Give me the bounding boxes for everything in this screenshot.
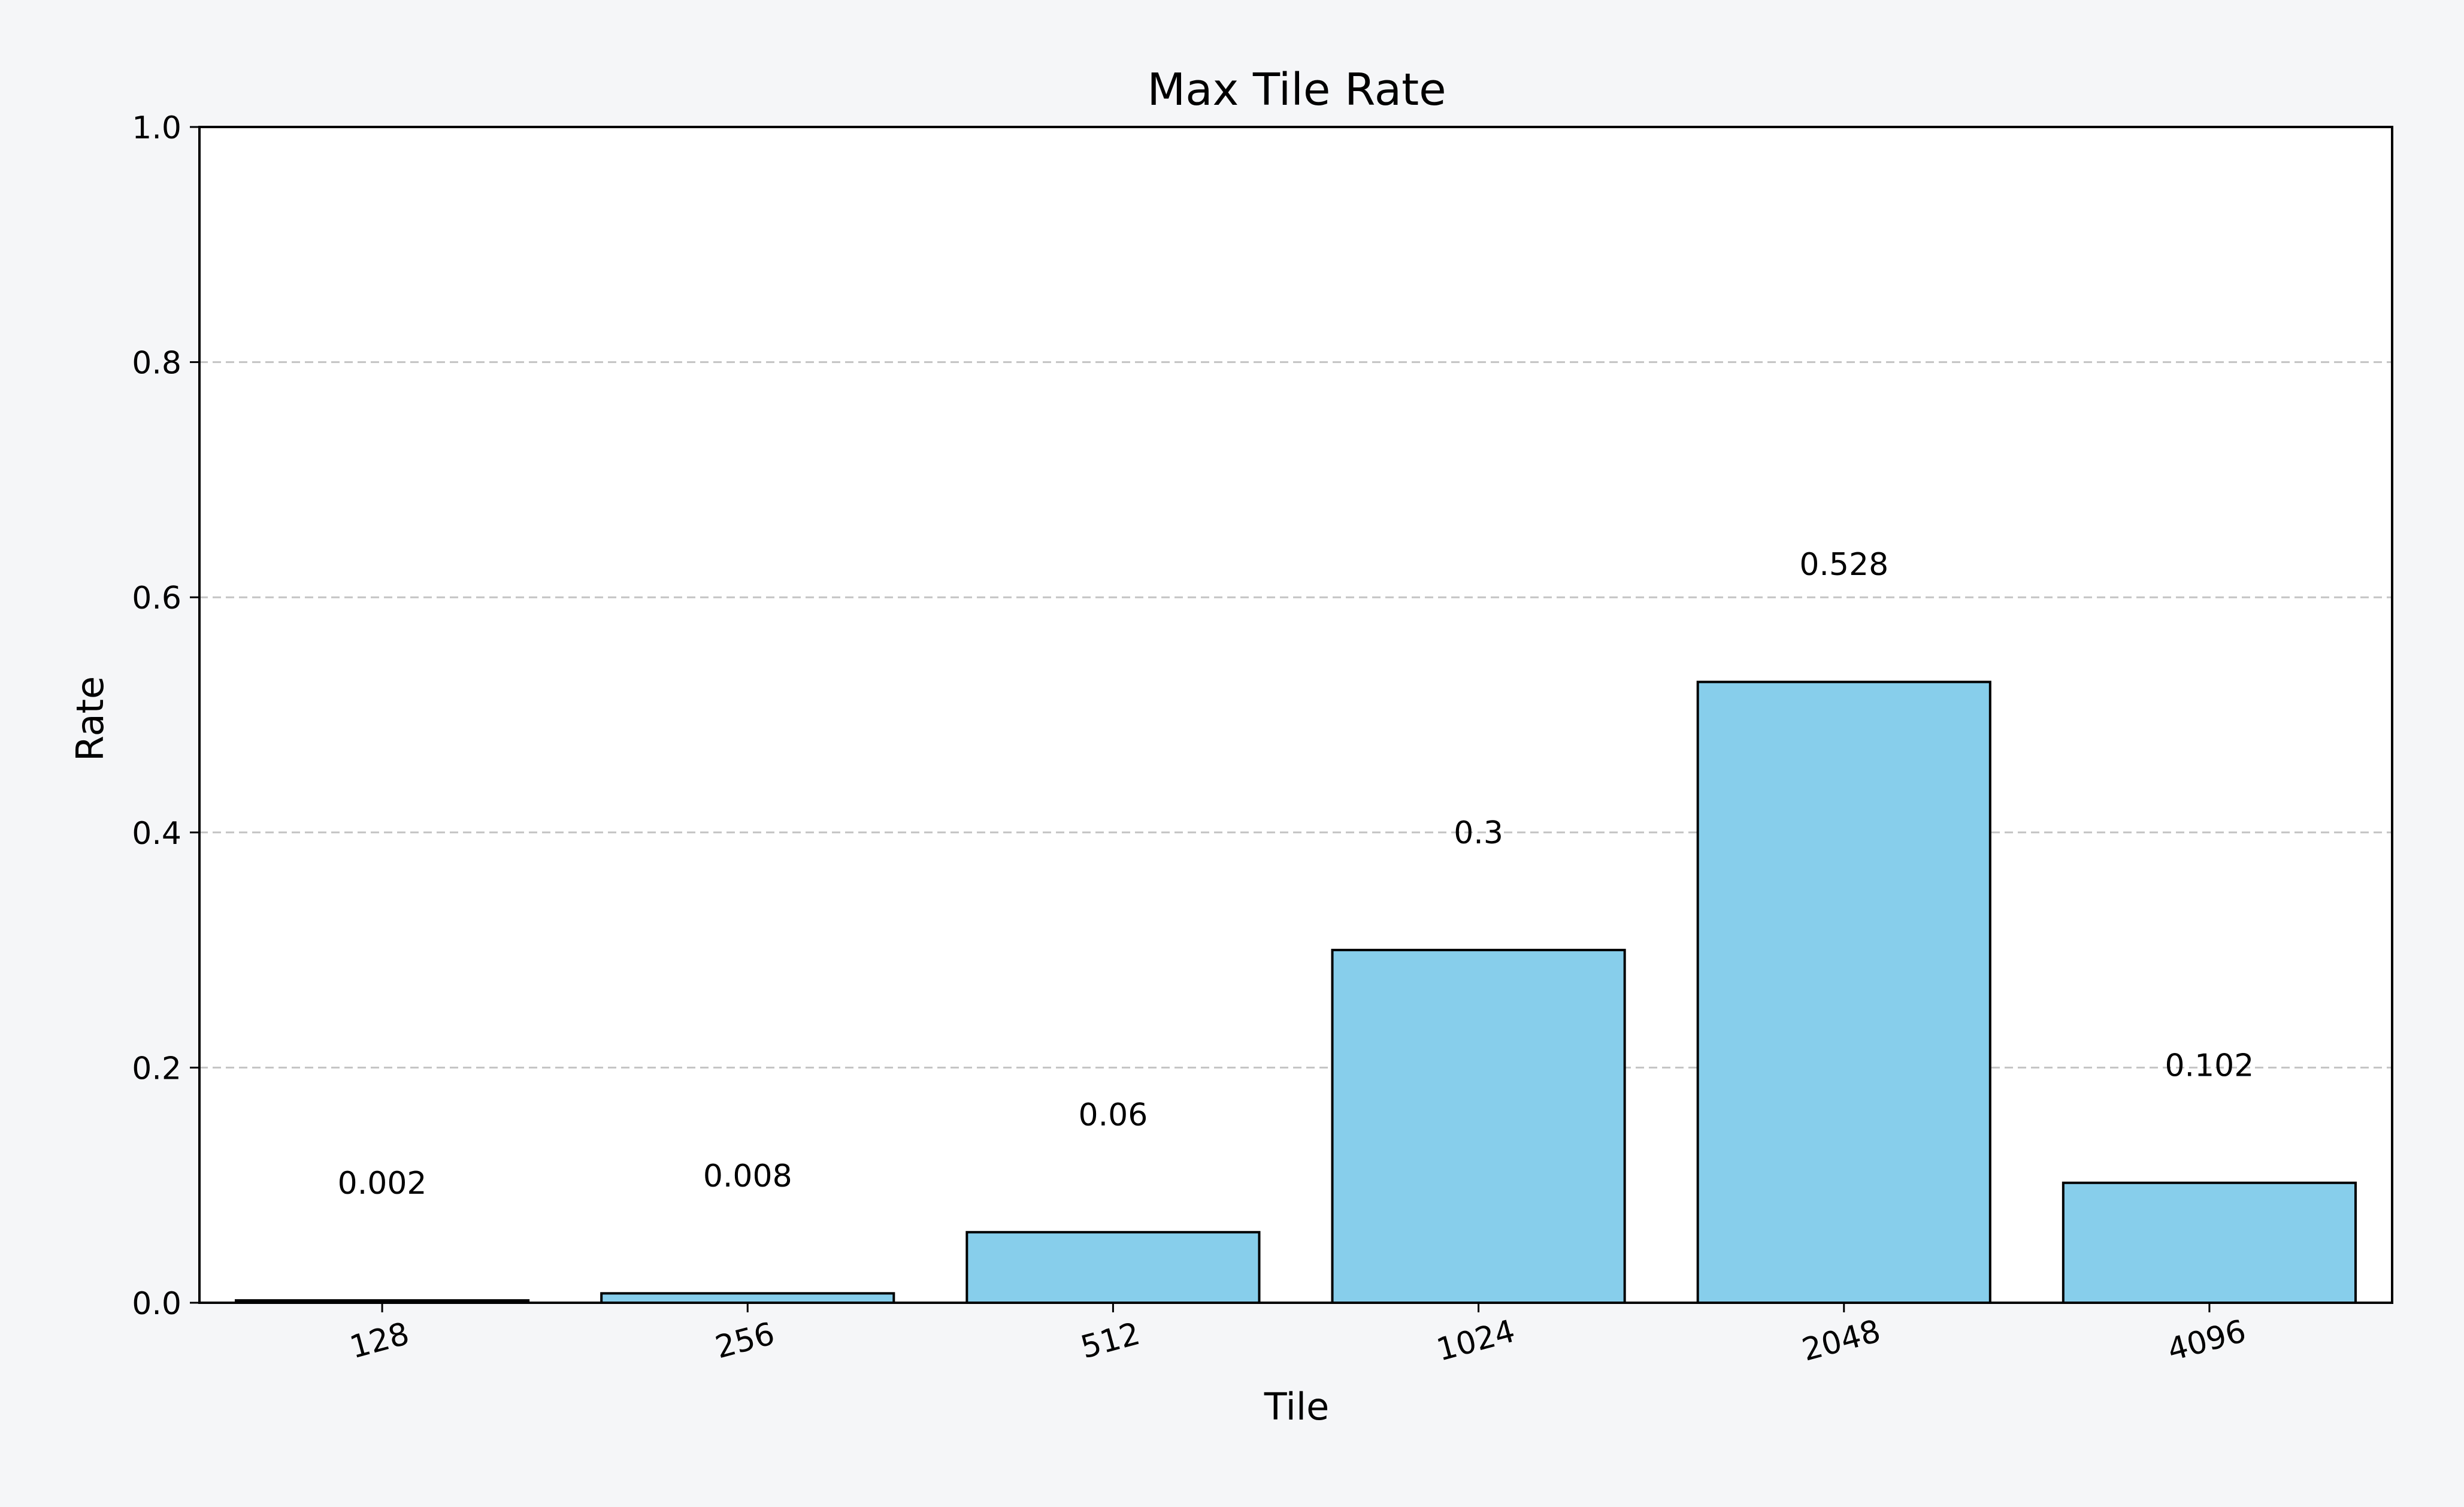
- y-tick-label: 0.6: [132, 580, 181, 616]
- bar-1024: [1331, 949, 1626, 1304]
- plot-area: [199, 127, 2392, 1303]
- value-labels: 0.002 0.008 0.06 0.3 0.528 0.102: [338, 547, 2254, 1202]
- bar-512: [965, 1231, 1261, 1304]
- value-label-2048: 0.528: [1799, 547, 1888, 583]
- value-label-256: 0.008: [703, 1158, 792, 1194]
- y-tick-label: 0.4: [132, 816, 181, 852]
- y-tick-label: 1.0: [132, 110, 181, 146]
- x-axis-label: Tile: [1264, 1385, 1330, 1429]
- y-axis-ticks: 0.0 0.2 0.4 0.6 0.8 1.0: [132, 110, 199, 1322]
- y-tick-label: 0.8: [132, 346, 181, 382]
- value-label-1024: 0.3: [1454, 815, 1503, 851]
- bar-256: [600, 1292, 895, 1304]
- value-label-512: 0.06: [1079, 1097, 1148, 1133]
- value-label-4096: 0.102: [2165, 1048, 2254, 1084]
- bars: [235, 680, 2357, 1305]
- chart-title: Max Tile Rate: [1147, 64, 1446, 116]
- y-axis-label: Rate: [68, 676, 112, 761]
- bar-4096: [2062, 1181, 2357, 1305]
- value-label-128: 0.002: [338, 1166, 427, 1202]
- y-tick-label: 0.0: [132, 1286, 181, 1322]
- plot-frame: [198, 126, 2393, 1304]
- bar-2048: [1696, 680, 1991, 1304]
- grid-lines: [199, 361, 2392, 1069]
- y-tick-label: 0.2: [132, 1051, 181, 1087]
